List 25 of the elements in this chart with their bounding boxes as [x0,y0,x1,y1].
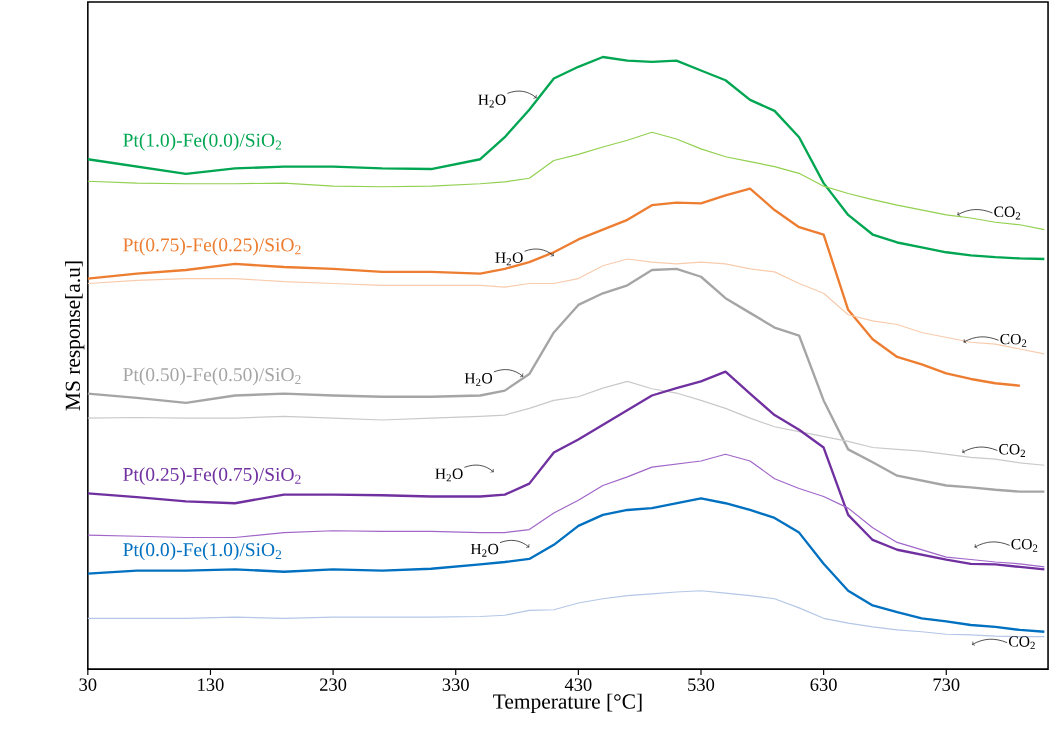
x-tick-label: 530 [688,678,715,691]
x-tick-label: 730 [933,678,960,691]
series-label: Pt(0.0)-Fe(1.0)/SiO$_{2}$ [123,542,282,561]
annotation: CO$_{2}$ [994,206,1021,220]
annotation: CO$_{2}$ [999,443,1026,457]
annotation: H$_{2}$O [495,252,523,266]
series-label: Pt(1.0)-Fe(0.0)/SiO$_{2}$ [123,132,282,151]
x-tick-label: 430 [564,678,592,691]
series-label: Pt(0.50)-Fe(0.50)/SiO$_{2}$ [123,367,301,386]
annotation: H$_{2}$O [478,94,506,108]
annotation: H$_{2}$O [435,468,463,482]
annotation: CO$_{2}$ [1000,333,1027,347]
x-tick-label: 230 [320,678,347,691]
x-tick-label: 630 [810,678,837,691]
annotation: H$_{2}$O [470,543,499,557]
annotation: CO$_{2}$ [1011,538,1038,552]
x-tick-label: 330 [442,678,469,691]
x-tick-label: 30 [79,678,97,691]
annotation: H$_{2}$O [464,372,493,386]
x-tick-label: 130 [198,678,224,691]
y-axis-title: MS response[a.u] [64,261,85,411]
x-axis-title: Temperature [°C] [493,693,642,713]
series-label: Pt(0.75)-Fe(0.25)/SiO$_{2}$ [123,237,301,256]
annotation: CO$_{2}$ [1008,636,1035,649]
series-label: Pt(0.25)-Fe(0.75)/SiO$_{2}$ [123,467,301,485]
